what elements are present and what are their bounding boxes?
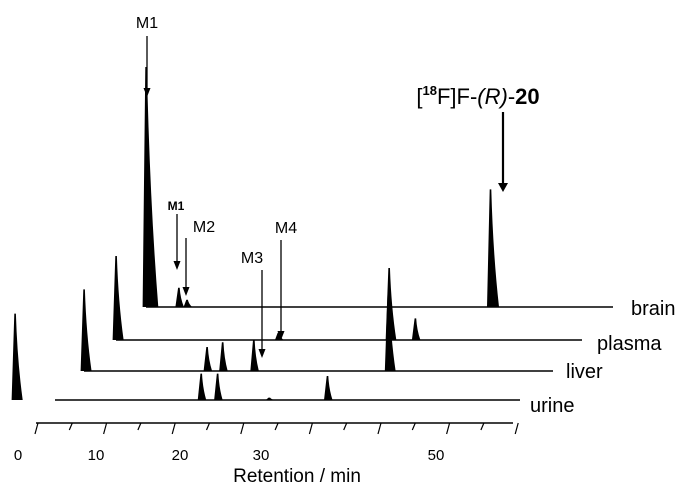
x-tick-3 xyxy=(137,422,142,431)
tick-label-50: 50 xyxy=(428,447,445,464)
annotation-m1-brain: M1 xyxy=(136,15,158,32)
tick-label-0: 0 xyxy=(14,447,22,464)
tick-label-10: 10 xyxy=(88,447,105,464)
trace-urine xyxy=(11,313,520,401)
peak-urine-3 xyxy=(265,397,275,400)
trace-plasma xyxy=(112,256,582,341)
tick-label-20: 20 xyxy=(172,447,189,464)
trace-label-plasma: plasma xyxy=(597,333,662,355)
peak-plasma-3 xyxy=(411,318,421,340)
chromatogram-traces xyxy=(11,67,613,401)
trace-liver xyxy=(80,289,553,372)
annotation-m3: M3 xyxy=(241,250,263,267)
peak-liver-4 xyxy=(384,294,396,371)
peak-liver-0 xyxy=(80,289,92,371)
peak-urine-0 xyxy=(11,313,23,400)
peak-brain-3 xyxy=(487,189,500,307)
arrow-head-0 xyxy=(143,88,151,97)
x-tick-1 xyxy=(68,422,73,431)
peak-urine-4 xyxy=(324,376,333,400)
annotation-m2: M2 xyxy=(193,219,215,236)
annotation-m1-small: M1 xyxy=(168,199,185,213)
annotation-parent-compound: [18F]F-(R)-20 xyxy=(416,83,539,109)
arrow-head-2 xyxy=(182,287,190,296)
peak-urine-2 xyxy=(214,373,223,400)
x-tick-2 xyxy=(103,422,108,435)
x-tick-6 xyxy=(240,422,245,435)
x-axis: 0 10 20 30 50 Retention / min xyxy=(14,422,519,487)
arrow-head-4 xyxy=(277,331,285,340)
trace-label-brain: brain xyxy=(631,298,675,320)
x-tick-8 xyxy=(308,422,313,435)
peak-brain-0 xyxy=(142,67,159,307)
peak-liver-1 xyxy=(203,347,213,371)
peak-liver-2 xyxy=(219,342,228,371)
arrow-head-3 xyxy=(258,349,266,358)
trace-brain xyxy=(142,67,613,308)
x-tick-0 xyxy=(34,422,39,435)
x-tick-11 xyxy=(411,422,416,431)
x-tick-4 xyxy=(171,422,176,435)
x-tick-12 xyxy=(446,422,451,435)
tick-label-30: 30 xyxy=(253,447,270,464)
peak-annotations: M1 M1 M2 M3 M4 [18F]F-(R)-20 xyxy=(136,15,540,267)
x-axis-title: Retention / min xyxy=(233,466,361,487)
trace-labels: brain plasma liver urine xyxy=(530,298,675,417)
peak-plasma-0 xyxy=(112,256,124,340)
x-tick-7 xyxy=(274,422,279,431)
trace-label-liver: liver xyxy=(566,361,603,383)
annotation-m4: M4 xyxy=(275,220,297,237)
x-tick-5 xyxy=(205,422,211,431)
x-axis-ticks xyxy=(34,422,519,435)
annotation-arrows xyxy=(143,36,508,358)
arrow-head-1 xyxy=(173,261,181,270)
peak-brain-1 xyxy=(175,287,184,307)
peak-brain-2 xyxy=(183,299,193,307)
x-tick-10 xyxy=(377,422,382,435)
trace-label-urine: urine xyxy=(530,395,574,417)
x-tick-14 xyxy=(514,422,519,435)
peak-liver-3 xyxy=(250,339,259,371)
x-tick-13 xyxy=(480,422,485,431)
arrow-head-5 xyxy=(498,183,508,192)
peak-urine-1 xyxy=(197,373,207,400)
x-tick-9 xyxy=(343,422,348,431)
